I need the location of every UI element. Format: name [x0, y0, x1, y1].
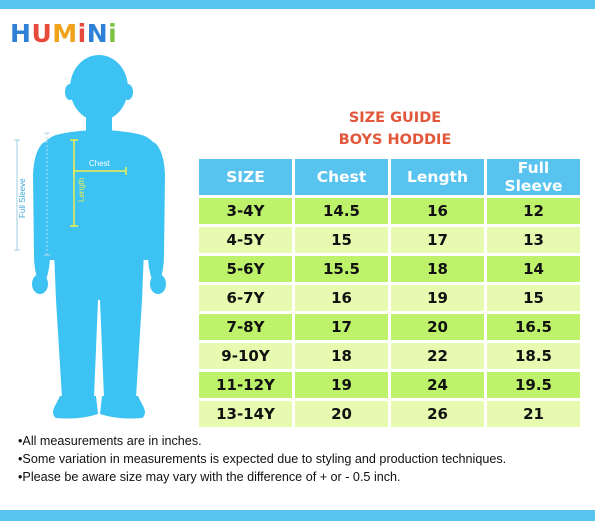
logo-letter: i	[77, 19, 87, 48]
note-text: All measurements are in inches.	[22, 434, 202, 448]
sleeve-cell: 13	[487, 227, 580, 253]
note-item: •Some variation in measurements is expec…	[18, 450, 506, 468]
table-header-row: SIZE Chest Length Full Sleeve	[199, 159, 580, 195]
brand-logo: HUMiNi	[10, 19, 117, 48]
length-cell: 19	[391, 285, 484, 311]
note-item: •Please be aware size may vary with the …	[18, 468, 506, 486]
logo-letter: H	[10, 19, 32, 48]
body-silhouette	[32, 55, 166, 419]
chest-cell: 15	[295, 227, 388, 253]
guide-subtitle: BOYS HODDIE	[338, 132, 452, 148]
column-header: Length	[391, 159, 484, 195]
note-text: Please be aware size may vary with the d…	[22, 470, 401, 484]
bullet: •	[18, 434, 23, 448]
chest-cell: 20	[295, 401, 388, 427]
bullet: •	[18, 470, 23, 484]
table-row: 6-7Y 16 19 15	[199, 285, 580, 311]
sleeve-cell: 12	[487, 198, 580, 224]
sleeve-cell: 18.5	[487, 343, 580, 369]
size-cell: 5-6Y	[199, 256, 292, 282]
column-header: SIZE	[199, 159, 292, 195]
note-item: •All measurements are in inches.	[18, 432, 506, 450]
top-accent-bar	[0, 0, 595, 9]
table-row: 9-10Y 18 22 18.5	[199, 343, 580, 369]
length-cell: 17	[391, 227, 484, 253]
sleeve-measure-label: Full Sleeve	[18, 178, 27, 218]
note-text: Some variation in measurements is expect…	[22, 452, 507, 466]
size-cell: 6-7Y	[199, 285, 292, 311]
measurement-notes: •All measurements are in inches. •Some v…	[18, 432, 506, 486]
bullet: •	[18, 452, 23, 466]
child-silhouette-figure: Full Sleeve Chest Length	[14, 55, 166, 419]
length-cell: 22	[391, 343, 484, 369]
bottom-accent-bar	[0, 510, 595, 521]
sleeve-cell: 16.5	[487, 314, 580, 340]
chest-measure-label: Chest	[89, 159, 111, 168]
table-row: 5-6Y 15.5 18 14	[199, 256, 580, 282]
logo-letter: N	[86, 19, 109, 48]
size-cell: 3-4Y	[199, 198, 292, 224]
table-row: 4-5Y 15 17 13	[199, 227, 580, 253]
column-header: Chest	[295, 159, 388, 195]
chest-cell: 16	[295, 285, 388, 311]
length-measure-line	[70, 139, 78, 227]
logo-letter: i	[108, 19, 118, 48]
chest-cell: 15.5	[295, 256, 388, 282]
column-header: Full Sleeve	[487, 159, 580, 195]
sleeve-measure-line	[14, 132, 50, 256]
size-cell: 9-10Y	[199, 343, 292, 369]
chest-cell: 18	[295, 343, 388, 369]
length-cell: 24	[391, 372, 484, 398]
guide-title: SIZE GUIDE	[348, 110, 442, 126]
size-chart-table: SIZE Chest Length Full Sleeve 3-4Y 14.5 …	[196, 156, 583, 430]
size-cell: 4-5Y	[199, 227, 292, 253]
size-cell: 11-12Y	[199, 372, 292, 398]
chest-cell: 19	[295, 372, 388, 398]
sleeve-cell: 14	[487, 256, 580, 282]
table-row: 13-14Y 20 26 21	[199, 401, 580, 427]
length-measure-label: Length	[77, 178, 86, 202]
sleeve-cell: 19.5	[487, 372, 580, 398]
logo-letter: M	[52, 19, 78, 48]
table-row: 3-4Y 14.5 16 12	[199, 198, 580, 224]
table-row: 7-8Y 17 20 16.5	[199, 314, 580, 340]
logo-letter: U	[31, 19, 53, 48]
length-cell: 26	[391, 401, 484, 427]
sleeve-cell: 15	[487, 285, 580, 311]
table-row: 11-12Y 19 24 19.5	[199, 372, 580, 398]
size-cell: 13-14Y	[199, 401, 292, 427]
chest-cell: 14.5	[295, 198, 388, 224]
chest-cell: 17	[295, 314, 388, 340]
length-cell: 18	[391, 256, 484, 282]
sleeve-cell: 21	[487, 401, 580, 427]
length-cell: 16	[391, 198, 484, 224]
size-cell: 7-8Y	[199, 314, 292, 340]
length-cell: 20	[391, 314, 484, 340]
